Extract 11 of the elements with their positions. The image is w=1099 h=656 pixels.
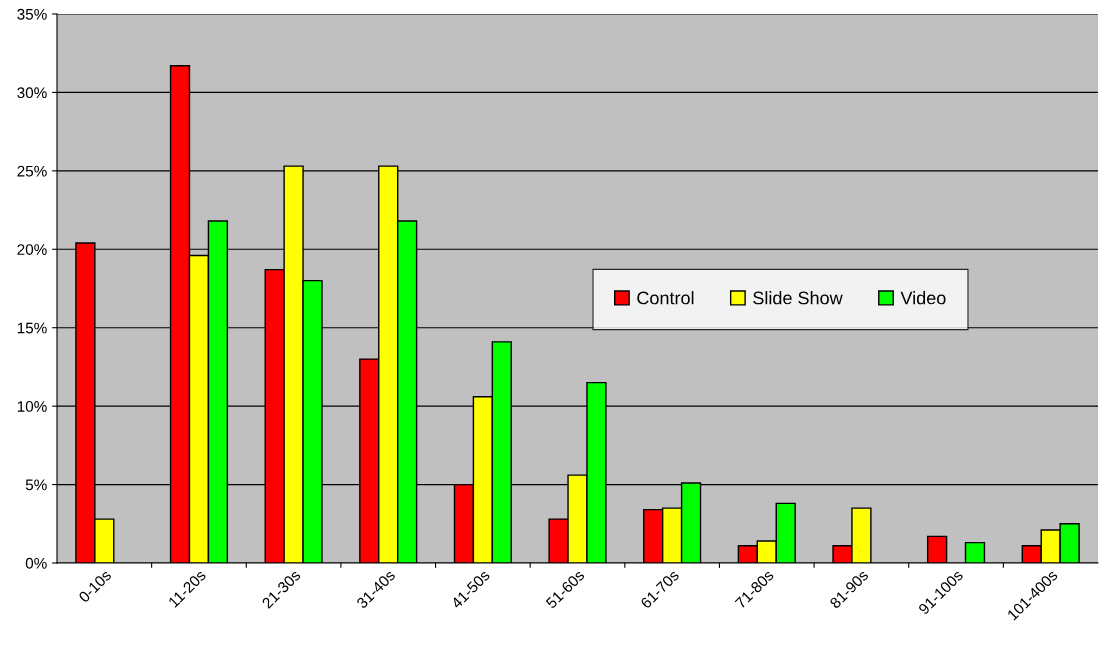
y-tick-label: 5% bbox=[25, 479, 47, 491]
y-tick-label: 0% bbox=[25, 557, 47, 569]
legend-label: Video bbox=[900, 291, 946, 305]
legend-label: Control bbox=[637, 291, 694, 305]
legend-label: Slide Show bbox=[753, 291, 843, 305]
y-tick-label: 25% bbox=[17, 165, 47, 177]
y-tick-label: 35% bbox=[17, 8, 47, 20]
y-tick-label: 20% bbox=[17, 244, 47, 255]
y-tick-label: 15% bbox=[17, 322, 47, 334]
y-tick-label: 30% bbox=[17, 87, 47, 99]
y-tick-label: 10% bbox=[17, 401, 47, 412]
